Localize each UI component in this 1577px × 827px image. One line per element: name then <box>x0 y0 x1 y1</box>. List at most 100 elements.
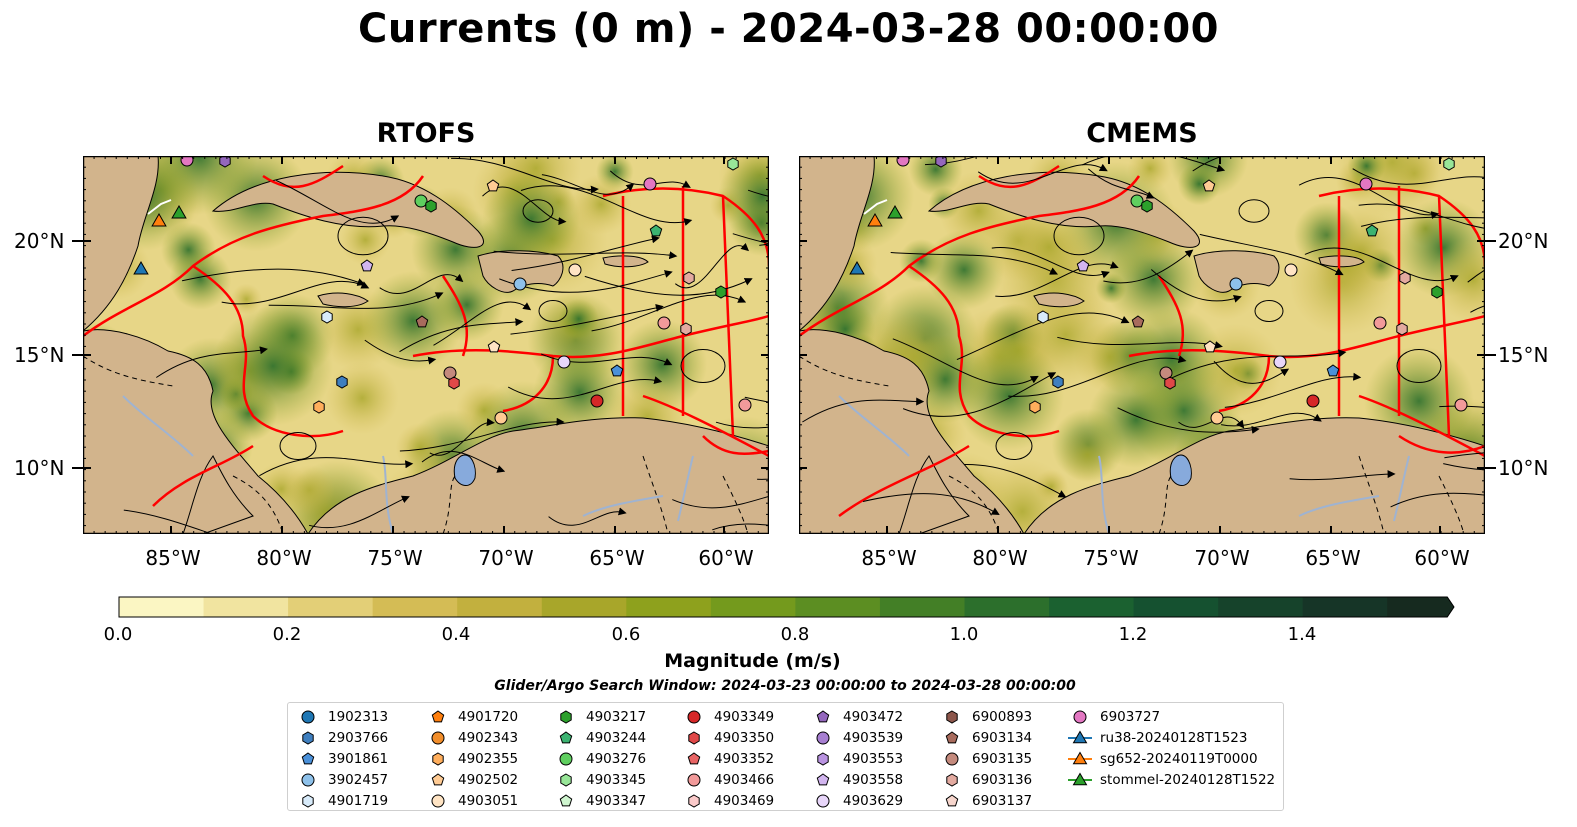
eez-boundary <box>602 187 769 267</box>
argo-float-marker <box>1130 194 1144 208</box>
lon-label-85w-left: 85°W <box>145 546 201 570</box>
search-window-text: Glider/Argo Search Window: 2024-03-23 00… <box>494 678 1076 694</box>
eez-boundary <box>1218 355 1271 413</box>
legend-label: 4901719 <box>328 792 389 809</box>
colorbar-tick: 0.6 <box>611 624 641 645</box>
lake <box>453 454 476 486</box>
argo-float-marker <box>1443 157 1455 171</box>
streamline <box>977 163 1108 184</box>
legend-label: 1902313 <box>328 709 389 726</box>
legend-label: 4903217 <box>586 709 647 726</box>
country-border <box>642 455 669 534</box>
legend-item: 4901720 <box>426 707 518 728</box>
argo-float-marker <box>657 316 671 330</box>
streamline <box>892 338 1039 386</box>
streamline-eddy <box>337 216 389 256</box>
land-area <box>927 171 1200 248</box>
streamline <box>548 507 627 526</box>
streamline <box>1117 407 1260 434</box>
streamline <box>1352 168 1485 185</box>
legend-item: 4903345 <box>554 769 646 790</box>
argo-float-marker <box>727 157 739 171</box>
argo-float-marker <box>1454 398 1468 412</box>
colorbar-segment <box>964 597 1050 617</box>
argo-float-marker <box>1037 310 1049 324</box>
legend-item: 4902343 <box>426 728 518 749</box>
lon-label-70w-left: 70°W <box>478 546 534 570</box>
legend-item: 2903766 <box>296 728 388 749</box>
streamline-eddy <box>1238 199 1270 223</box>
argo-pentagon-icon <box>431 710 445 723</box>
lat-label-10n-left: 10°N <box>14 456 65 480</box>
streamline <box>275 180 400 224</box>
lon-label-60w-right: 60°W <box>1414 546 1470 570</box>
land-area <box>211 171 484 248</box>
legend-column: 6900893 6903134 6903135 6903136 6903137 <box>940 707 1032 811</box>
argo-float-marker <box>487 340 501 353</box>
argo-float-marker <box>1365 224 1379 237</box>
legend-item: 6903137 <box>940 790 1032 811</box>
argo-pentagon-icon <box>816 710 830 723</box>
argo-float-marker <box>557 355 571 369</box>
lat-tick <box>72 467 83 469</box>
legend-label: 4903051 <box>458 792 519 809</box>
streamline <box>1008 355 1187 397</box>
legend-column: 4903349 4903350 4903352 4903466 4903469 <box>682 707 774 811</box>
streamline <box>1358 203 1485 229</box>
argo-float-marker <box>494 411 508 425</box>
colorbar-segment <box>1218 597 1304 617</box>
legend-label: 6903727 <box>1100 709 1161 726</box>
lat-label-10n-right: 10°N <box>1498 456 1549 480</box>
legend-label: 4901720 <box>458 709 519 726</box>
colorbar-extension <box>1387 597 1454 617</box>
argo-float-marker <box>1131 315 1145 328</box>
panel-title-rtofs: RTOFS <box>376 118 476 149</box>
legend-item: 4902502 <box>426 769 518 790</box>
lat-tick <box>72 354 83 356</box>
argo-hexagon-icon <box>302 794 314 808</box>
lat-label-15n-left: 15°N <box>14 343 65 367</box>
river <box>1393 455 1410 522</box>
current-magnitude-patch <box>1347 156 1386 185</box>
legend-item: 3901861 <box>296 749 388 770</box>
lake <box>1169 454 1192 486</box>
argo-float-marker <box>360 259 374 272</box>
lon-label-80w-left: 80°W <box>256 546 312 570</box>
eez-boundary <box>642 394 769 458</box>
streamline <box>308 495 410 529</box>
glider-triangle-icon <box>1068 730 1092 744</box>
legend-item: 4902355 <box>426 749 518 770</box>
streamline <box>181 268 366 286</box>
streamline <box>1081 156 1226 173</box>
legend-label: 4903472 <box>843 709 904 726</box>
streamline <box>1443 463 1485 471</box>
legend-label: 4903244 <box>586 730 647 747</box>
streamline <box>399 318 524 353</box>
legend-item: 4903276 <box>554 749 646 770</box>
argo-pentagon-icon <box>945 731 959 744</box>
streamline <box>732 233 769 245</box>
streamline-eddy <box>995 432 1033 460</box>
argo-hexagon-icon <box>688 731 700 745</box>
streamline <box>584 275 753 296</box>
streamline <box>541 174 635 195</box>
argo-float-marker <box>513 277 527 291</box>
argo-circle-icon <box>816 731 830 745</box>
streamline <box>1213 360 1290 384</box>
streamline <box>156 346 268 378</box>
current-magnitude-patch <box>558 298 599 340</box>
streamline <box>364 339 437 365</box>
argo-pentagon-icon <box>559 793 573 806</box>
lon-label-70w-right: 70°W <box>1194 546 1250 570</box>
colorbar <box>118 596 1455 618</box>
colorbar-tick: 0.2 <box>272 624 302 645</box>
argo-float-marker <box>1076 259 1090 272</box>
argo-float-marker <box>1052 375 1064 389</box>
argo-pentagon-icon <box>301 752 315 765</box>
legend-item: 4903217 <box>554 707 646 728</box>
argo-float-marker <box>683 271 695 285</box>
argo-float-marker <box>1210 411 1224 425</box>
country-border <box>442 475 456 534</box>
country-border <box>1358 455 1385 534</box>
land-area <box>799 329 1025 534</box>
